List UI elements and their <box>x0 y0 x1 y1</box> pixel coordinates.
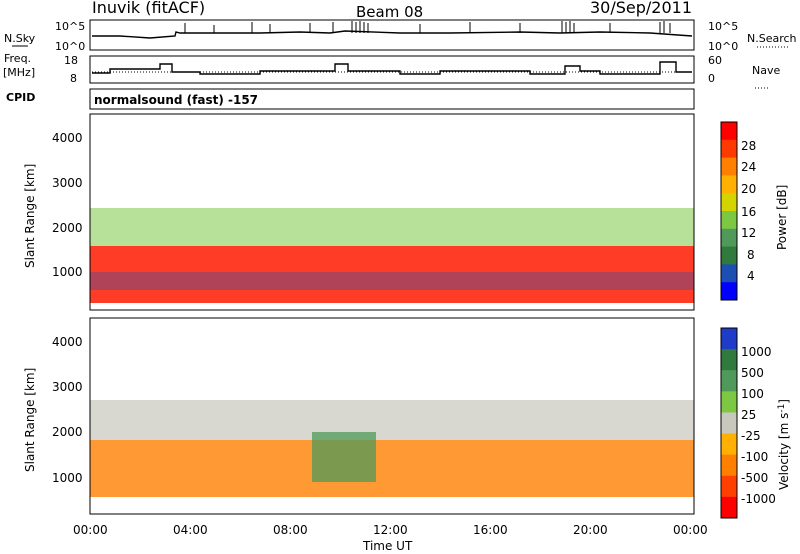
power-colorbar <box>720 121 738 301</box>
freq-tick-top: 18 <box>64 54 78 67</box>
velocity-colorbar-segment <box>721 496 737 519</box>
power-cbar-label: Power [dB] <box>775 185 789 250</box>
velocity-cbar-tick-neg25: -25 <box>741 429 761 443</box>
power-cbar-tick-16: 16 <box>741 205 756 219</box>
nsearch-tick-top: 10^5 <box>708 20 738 33</box>
power-colorbar-frame <box>720 121 738 301</box>
x-axis-label: Time UT <box>362 539 413 553</box>
velocity-cbar-label: Velocity [m s-1] <box>777 399 791 490</box>
velocity-colorbar-segment <box>721 328 737 350</box>
power-ytick-2000: 2000 <box>52 221 83 235</box>
nsky-spikes <box>184 21 671 33</box>
xtick-0400: 04:00 <box>173 523 208 537</box>
velocity-cbar-tick-neg500: -500 <box>741 471 768 485</box>
velocity-colorbar-segment <box>721 433 737 456</box>
velocity-heatmap <box>90 400 694 497</box>
nsky-label: N.Sky <box>4 32 36 45</box>
velocity-colorbar <box>720 327 738 519</box>
nsearch-tick-bottom: 10^0 <box>708 40 738 53</box>
power-cbar-tick-28: 28 <box>741 139 756 153</box>
xtick-2000: 20:00 <box>573 523 608 537</box>
xtick-0000: 00:00 <box>73 523 108 537</box>
velocity-cbar-tick-1000: 1000 <box>741 345 772 359</box>
power-cbar-tick-20: 20 <box>741 182 756 196</box>
velocity-cbar-tick-500: 500 <box>741 366 764 380</box>
power-colorbar-segment <box>721 175 737 194</box>
velocity-cbar-tick-neg100: -100 <box>741 450 768 464</box>
power-band-weak <box>90 272 694 290</box>
velocity-cbar-label-main: Velocity [m s <box>777 413 791 490</box>
cpid-value: normalsound (fast) -157 <box>94 93 258 107</box>
velocity-cbar-tick-25: 25 <box>741 408 756 422</box>
velocity-ytick-2000: 2000 <box>52 425 83 439</box>
velocity-colorbar-segment <box>721 370 737 392</box>
velocity-ylabel: Slant Range [km] <box>23 368 37 472</box>
beam-title: Beam 08 <box>356 3 423 21</box>
velocity-cbar-tick-neg1000: -1000 <box>741 492 776 506</box>
nsky-trace <box>92 30 693 39</box>
power-colorbar-segment <box>721 282 737 301</box>
nave-tick-bottom: 0 <box>708 72 715 85</box>
freq-unit: [MHz] <box>3 66 35 79</box>
velocity-colorbar-segment <box>721 475 737 498</box>
power-cbar-tick-4: 4 <box>747 269 755 283</box>
freq-panel-frame <box>89 55 695 84</box>
velocity-colorbar-segment <box>721 349 737 371</box>
power-colorbar-segment <box>721 139 737 159</box>
power-ytick-4000: 4000 <box>52 131 83 145</box>
velocity-ytick-1000: 1000 <box>52 471 83 485</box>
cpid-label: CPID <box>6 91 35 104</box>
velocity-band-positive <box>312 432 376 482</box>
freq-label: Freq. <box>4 52 31 65</box>
velocity-colorbar-segment <box>721 454 737 477</box>
power-ytick-3000: 3000 <box>52 176 83 190</box>
power-colorbar-segment <box>721 228 737 248</box>
power-colorbar-segment <box>721 193 737 212</box>
power-band-strong <box>90 246 694 303</box>
date-title: 30/Sep/2011 <box>590 0 692 17</box>
power-cbar-tick-12: 12 <box>741 226 756 240</box>
power-colorbar-segment <box>721 264 737 283</box>
power-ylabel: Slant Range [km] <box>23 164 37 268</box>
freq-trace <box>92 61 692 75</box>
power-heatmap <box>90 208 694 303</box>
power-colorbar-segment <box>721 157 737 176</box>
xtick-1600: 16:00 <box>473 523 508 537</box>
nave-tick-top: 60 <box>708 54 722 67</box>
power-colorbar-segment <box>721 122 737 141</box>
velocity-cbar-label-sup: -1 <box>777 404 787 413</box>
freq-tick-bottom: 8 <box>70 72 77 85</box>
velocity-band-upper <box>90 400 694 440</box>
cpid-panel-frame <box>89 88 695 110</box>
velocity-colorbar-segment <box>721 412 737 435</box>
velocity-band-main <box>90 440 694 497</box>
velocity-cbar-label-end: ] <box>777 399 791 404</box>
power-band-mid <box>90 208 694 246</box>
velocity-colorbar-segment <box>721 391 737 413</box>
nave-label: Nave <box>752 64 780 77</box>
velocity-ytick-3000: 3000 <box>52 380 83 394</box>
velocity-cbar-tick-100: 100 <box>741 387 764 401</box>
xtick-1200: 12:00 <box>373 523 408 537</box>
nsky-panel-frame <box>89 19 695 51</box>
power-colorbar-segment <box>721 246 737 265</box>
power-cbar-tick-24: 24 <box>741 160 756 174</box>
power-panel-frame <box>89 113 695 311</box>
power-cbar-tick-8: 8 <box>747 248 755 262</box>
velocity-panel-frame <box>89 317 695 515</box>
power-ytick-1000: 1000 <box>52 265 83 279</box>
nsky-tick-top: 10^5 <box>55 20 85 33</box>
velocity-colorbar-frame <box>720 327 738 519</box>
xtick-2400: 00:00 <box>673 523 708 537</box>
power-colorbar-segment <box>721 211 737 230</box>
nsearch-label: N.Search <box>747 32 797 45</box>
station-title: Inuvik (fitACF) <box>92 0 205 17</box>
velocity-ytick-4000: 4000 <box>52 335 83 349</box>
xtick-0800: 08:00 <box>273 523 308 537</box>
nsky-tick-bottom: 10^0 <box>55 40 85 53</box>
